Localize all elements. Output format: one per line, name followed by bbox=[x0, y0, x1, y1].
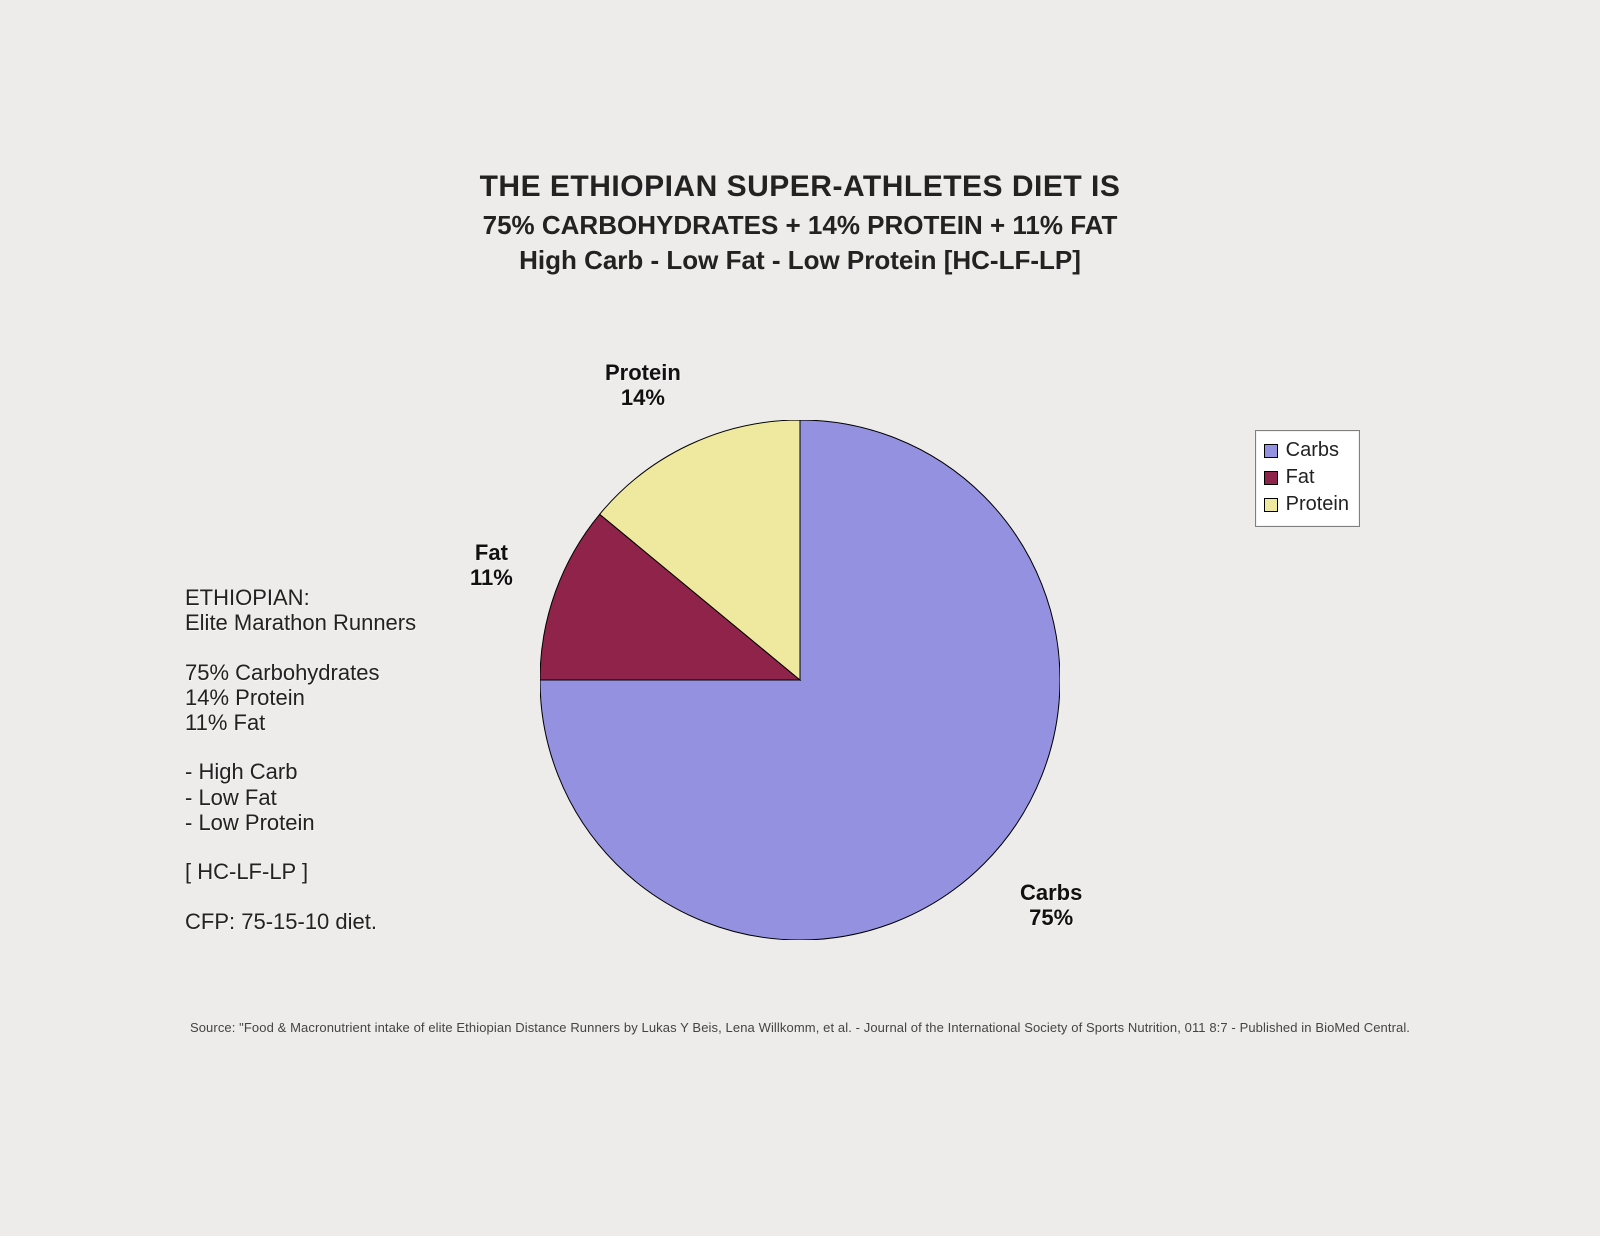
legend-item-fat: Fat bbox=[1264, 464, 1349, 491]
source-citation: Source: "Food & Macronutrient intake of … bbox=[0, 1020, 1600, 1035]
legend-item-protein: Protein bbox=[1264, 491, 1349, 518]
side-text-line: Elite Marathon Runners bbox=[185, 610, 416, 635]
legend-swatch-fat bbox=[1264, 471, 1278, 485]
title-block: THE ETHIOPIAN SUPER-ATHLETES DIET IS 75%… bbox=[0, 170, 1600, 276]
legend-label-carbs: Carbs bbox=[1286, 439, 1339, 462]
side-text-line: - Low Protein bbox=[185, 810, 315, 835]
side-text-line: [ HC-LF-LP ] bbox=[185, 859, 308, 884]
chart-canvas: THE ETHIOPIAN SUPER-ATHLETES DIET IS 75%… bbox=[0, 0, 1600, 1236]
side-text-line: - Low Fat bbox=[185, 785, 277, 810]
side-text-line: CFP: 75-15-10 diet. bbox=[185, 909, 377, 934]
slice-label-protein: Protein 14% bbox=[605, 360, 681, 411]
side-text-paragraph: ETHIOPIAN:Elite Marathon Runners bbox=[185, 585, 416, 636]
title-line-1: THE ETHIOPIAN SUPER-ATHLETES DIET IS bbox=[0, 170, 1600, 204]
slice-label-fat-name: Fat bbox=[475, 540, 508, 565]
side-text-block: ETHIOPIAN:Elite Marathon Runners 75% Carb… bbox=[185, 585, 416, 934]
side-text-paragraph: 75% Carbohydrates14% Protein11% Fat bbox=[185, 660, 416, 736]
side-text-paragraph: CFP: 75-15-10 diet. bbox=[185, 909, 416, 934]
side-text-line: 11% Fat bbox=[185, 710, 265, 735]
side-text-line: 14% Protein bbox=[185, 685, 305, 710]
slice-label-carbs: Carbs 75% bbox=[1020, 880, 1082, 931]
title-line-2: 75% CARBOHYDRATES + 14% PROTEIN + 11% FA… bbox=[0, 210, 1600, 241]
pie-chart bbox=[540, 420, 1060, 940]
pie-svg bbox=[540, 420, 1060, 940]
legend-swatch-protein bbox=[1264, 498, 1278, 512]
side-text-line: 75% Carbohydrates bbox=[185, 660, 379, 685]
side-text-line: ETHIOPIAN: bbox=[185, 585, 310, 610]
legend-swatch-carbs bbox=[1264, 444, 1278, 458]
legend-label-fat: Fat bbox=[1286, 466, 1315, 489]
side-text-paragraph: - High Carb- Low Fat- Low Protein bbox=[185, 759, 416, 835]
slice-label-protein-pct: 14% bbox=[621, 385, 665, 410]
slice-label-fat: Fat 11% bbox=[470, 540, 513, 591]
slice-label-fat-pct: 11% bbox=[470, 565, 513, 590]
slice-label-protein-name: Protein bbox=[605, 360, 681, 385]
legend-label-protein: Protein bbox=[1286, 493, 1349, 516]
slice-label-carbs-pct: 75% bbox=[1029, 905, 1073, 930]
legend: Carbs Fat Protein bbox=[1255, 430, 1360, 527]
slice-label-carbs-name: Carbs bbox=[1020, 880, 1082, 905]
title-line-3: High Carb - Low Fat - Low Protein [HC-LF… bbox=[0, 245, 1600, 276]
side-text-line: - High Carb bbox=[185, 759, 297, 784]
side-text-paragraph: [ HC-LF-LP ] bbox=[185, 859, 416, 884]
legend-item-carbs: Carbs bbox=[1264, 437, 1349, 464]
